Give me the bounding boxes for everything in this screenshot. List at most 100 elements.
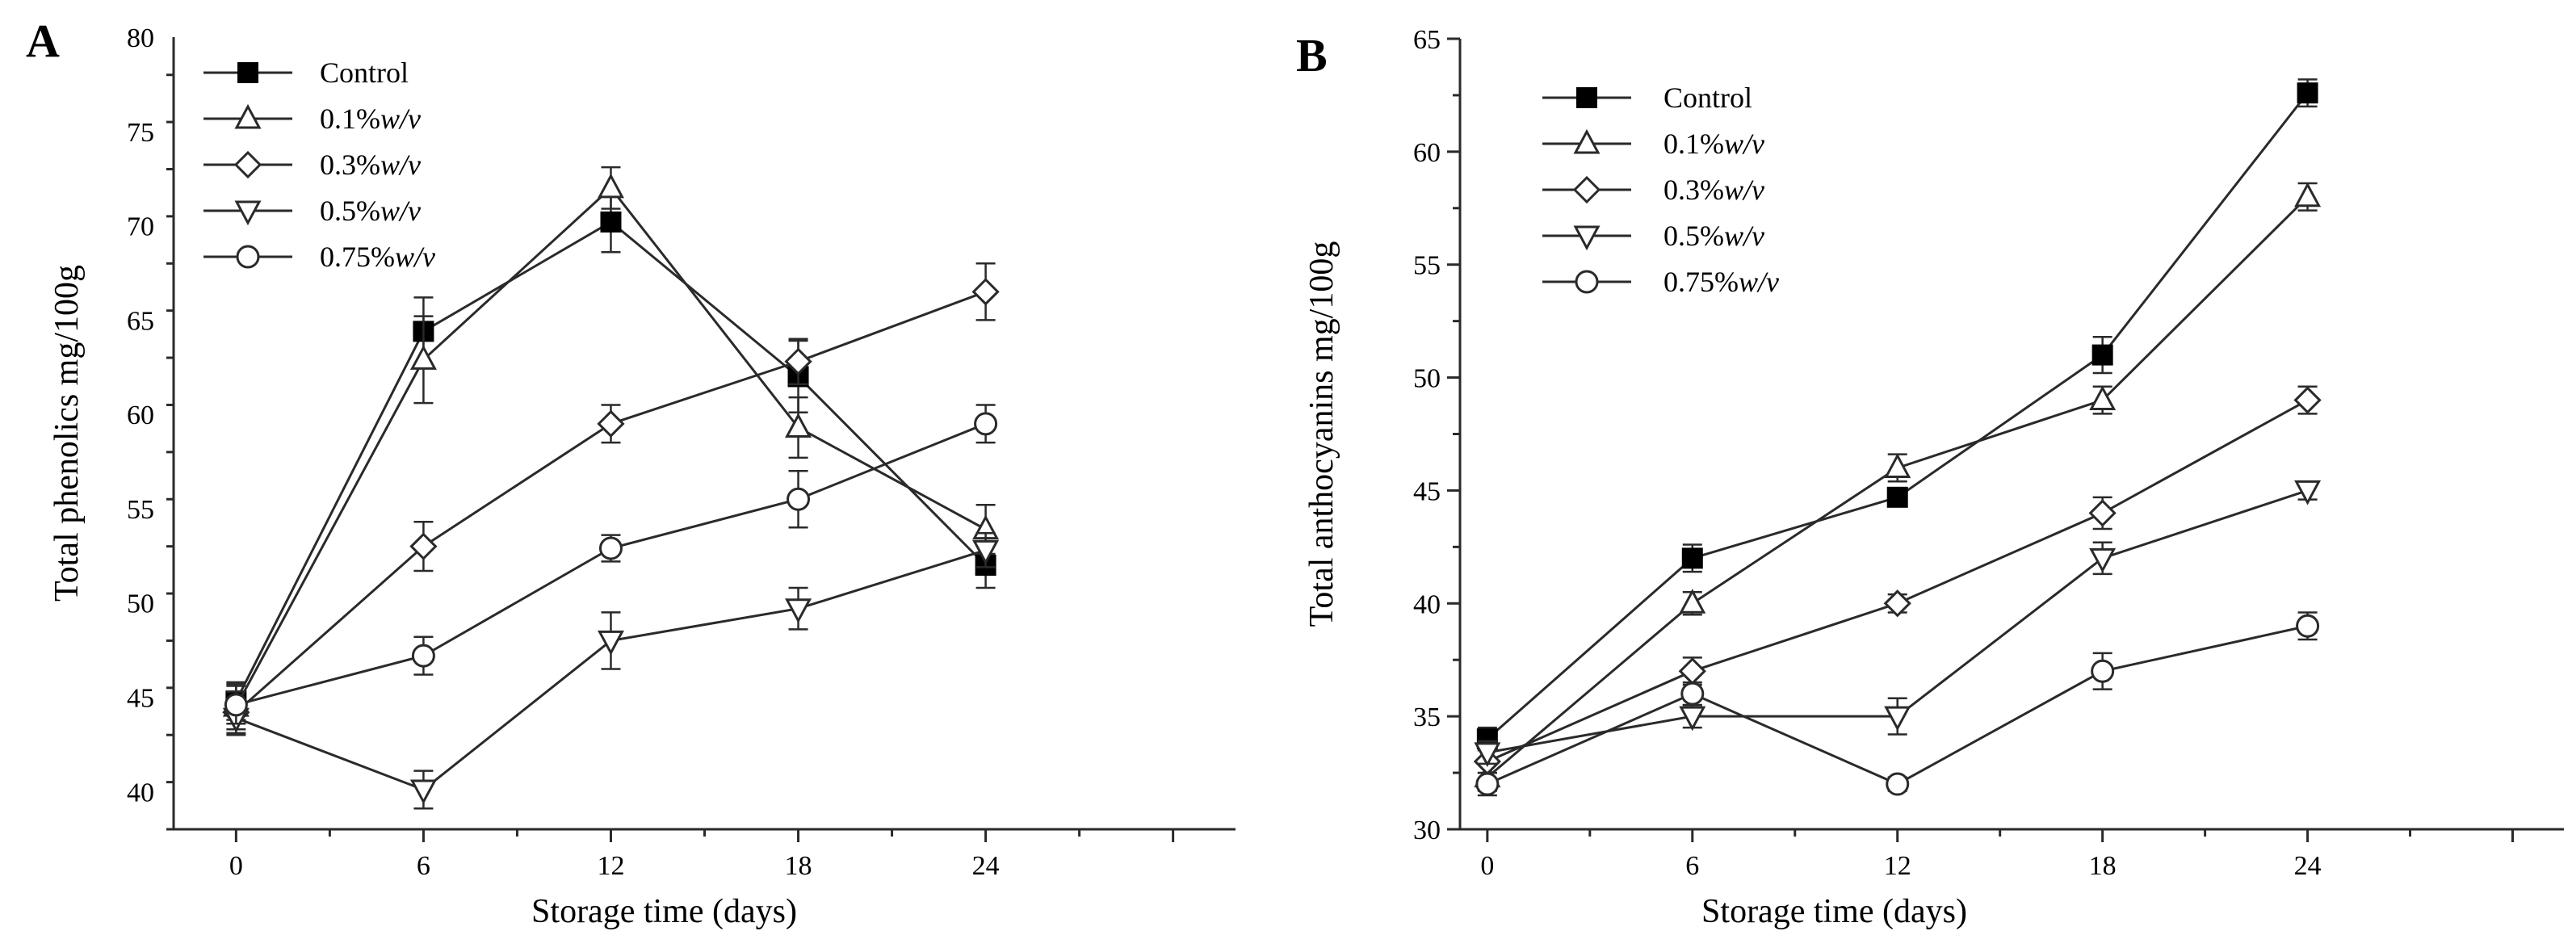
legend-label-name: 0.3% <box>1663 174 1724 206</box>
panel-b-y-tick-label: 60 <box>1413 138 1441 168</box>
panel-b-letter: B <box>1296 29 1328 82</box>
legend-label-name: 0.1% <box>1663 128 1724 160</box>
panel-a-x-tick-label: 24 <box>972 851 1000 881</box>
panel-b-y-tick-label: 50 <box>1413 364 1441 394</box>
panel-a: A 0 6 12 18 24 40 45 50 55 60 65 70 75 80 Storage time… <box>26 15 1236 930</box>
legend-label-name: Control <box>320 57 409 89</box>
panel-a-data-point <box>411 644 435 668</box>
panel-b-data-point <box>2294 182 2322 208</box>
panel-a-y-tick-label: 50 <box>127 589 154 619</box>
panel-a-legend-marker <box>234 103 262 129</box>
panel-b-legend-marker <box>1572 175 1601 204</box>
panel-b-y-tick-label: 40 <box>1413 589 1441 619</box>
panel-a-legend-marker <box>237 62 258 83</box>
legend-label-unit: w/v <box>1724 220 1764 252</box>
panel-b-legend-marker <box>1573 128 1601 154</box>
panel-a-data-point <box>785 598 812 623</box>
panel-a-x-tick-label: 12 <box>597 851 624 881</box>
panel-a-data-point <box>600 211 622 233</box>
panel-b-data-point <box>1884 706 1911 732</box>
panel-b-y-tick-label: 30 <box>1413 816 1441 845</box>
panel-b-data-point <box>2293 386 2322 414</box>
panel-a-letter: A <box>26 15 60 67</box>
panel-b-x-axis-title: Storage time (days) <box>1701 893 1967 930</box>
panel-a-data-point <box>972 539 1000 565</box>
legend-label-unit: w/v <box>395 241 435 273</box>
panel-b-x-tick-label: 0 <box>1480 851 1494 881</box>
panel-b-x-tick-label: 24 <box>2294 851 2322 881</box>
legend-label-unit: w/v <box>380 103 421 135</box>
legend-label-unit: w/v <box>380 195 421 227</box>
legend-label-unit: w/v <box>1724 128 1764 160</box>
panel-b-y-tick-label: 55 <box>1413 251 1441 281</box>
panel-b-legend-marker <box>1573 225 1601 251</box>
panel-a-legend-marker <box>233 150 262 179</box>
legend-label-name: Control <box>1663 82 1752 114</box>
panel-b-y-axis-title: Total anthocyanins mg/100g <box>1303 241 1340 627</box>
panel-a-data-point <box>409 779 437 805</box>
panel-a-data-point <box>784 347 812 375</box>
panel-a-data-point <box>787 487 811 511</box>
panel-b-data-point <box>1886 772 1910 796</box>
panel-b-data-point <box>2091 344 2113 366</box>
panel-a-y-tick-label: 75 <box>127 118 154 148</box>
panel-b-data-point <box>1883 589 1911 618</box>
legend-label-name: 0.75% <box>320 241 395 273</box>
panel-a-y-tick-label: 65 <box>127 306 154 336</box>
panel-b-legend-label: 0.3%w/v <box>1663 174 1764 206</box>
panel-a-y-tick-label: 40 <box>127 778 154 807</box>
panel-b-data-point <box>2089 547 2117 573</box>
panel-a-legend-label: 0.75%w/v <box>320 241 435 273</box>
legend-label-unit: w/v <box>380 149 421 181</box>
panel-b-data-point <box>2296 614 2320 638</box>
panel-b-data-point <box>1474 742 1501 768</box>
panel-a-data-point <box>224 693 248 717</box>
panel-b-legend-marker <box>1576 87 1597 108</box>
panel-b-data-point <box>2297 82 2318 104</box>
panel-a-data-point <box>409 532 438 560</box>
panel-a-y-tick-label: 60 <box>127 401 154 430</box>
panel-b-y-tick-label: 65 <box>1413 25 1441 55</box>
panel-a-data-point <box>597 409 625 438</box>
panel-a-legend-label: 0.1%w/v <box>320 103 421 135</box>
panel-b-x-tick-label: 12 <box>1884 851 1911 881</box>
panel-b-series-0 <box>1476 78 2318 752</box>
panel-a-data-point <box>785 413 812 438</box>
panel-b-data-point <box>1884 453 1911 478</box>
panel-a-legend-marker <box>234 200 262 226</box>
panel-a-data-point <box>597 173 624 199</box>
panel-b-data-point <box>1680 681 1705 706</box>
panel-b-series-3 <box>1474 480 2322 768</box>
panel-b-data-point <box>2089 385 2117 411</box>
panel-a-legend-label: 0.3%w/v <box>320 149 421 181</box>
panel-a-series-4 <box>224 404 998 725</box>
panel-b-data-point <box>1679 706 1706 732</box>
panel-a-legend-label: Control <box>320 57 409 89</box>
panel-a-x-tick-label: 18 <box>785 851 812 881</box>
panel-b-series-4 <box>1475 611 2320 797</box>
panel-b-data-point <box>1886 486 1908 508</box>
panel-a-y-tick-label: 70 <box>127 212 154 242</box>
panel-b-data-point <box>1679 589 1706 614</box>
panel-a-x-tick-label: 0 <box>229 851 243 881</box>
panel-b-x-tick-label: 18 <box>2089 851 2117 881</box>
panel-a-data-point <box>974 412 998 436</box>
panel-b-data-point <box>2088 499 2117 527</box>
panel-a-series-3 <box>222 532 1000 810</box>
panel-b-y-tick-label: 35 <box>1413 702 1441 732</box>
panel-b-legend-label: 0.1%w/v <box>1663 128 1764 160</box>
panel-a-data-point <box>597 630 624 656</box>
panel-b-data-point <box>1475 772 1500 796</box>
panel-b-data-point <box>2294 480 2322 505</box>
panel-b-data-point <box>1678 657 1706 686</box>
legend-label-name: 0.5% <box>1663 220 1724 252</box>
legend-label-name: 0.5% <box>320 195 380 227</box>
panel-a-legend-label: 0.5%w/v <box>320 195 421 227</box>
panel-a-y-axis-title: Total phenolics mg/100g <box>48 265 86 602</box>
panel-a-legend-marker <box>236 245 260 269</box>
legend-label-name: 0.3% <box>320 149 380 181</box>
panel-b-data-point <box>2091 659 2115 683</box>
panel-a-x-axis-title: Storage time (days) <box>531 893 797 930</box>
legend-label-unit: w/v <box>1724 174 1764 206</box>
